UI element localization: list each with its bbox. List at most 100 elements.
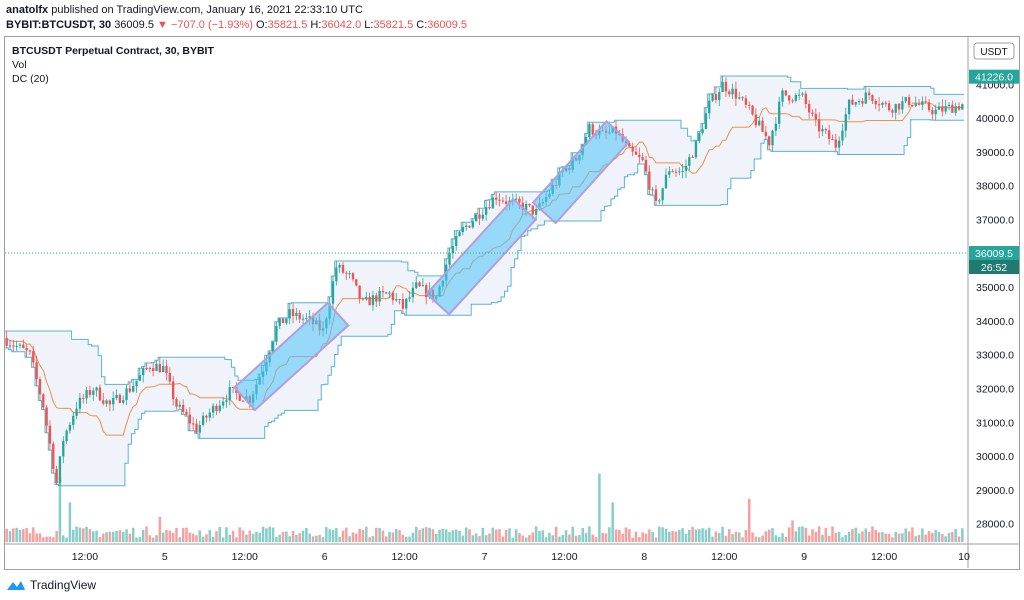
candle [112,391,115,411]
candle-body [8,345,12,347]
volume-bar [701,528,704,542]
candle-body [704,113,708,130]
legend-title[interactable]: BTCUSDT Perpetual Contract, 30, BYBIT [12,45,214,57]
volume-bar [761,535,764,542]
candle-body [355,279,358,286]
candle-body [485,207,488,215]
candle [788,94,791,105]
volume-bar [851,529,854,542]
volume-bar [12,528,15,542]
candle-body [78,397,82,409]
candle [125,384,128,406]
candle-body [448,253,451,265]
candle [185,408,188,417]
candle [837,136,841,155]
candle [691,154,694,158]
highlight-box[interactable] [233,301,350,412]
volume-bar [954,528,957,542]
candle-body [714,94,718,100]
volume-bar [185,527,188,542]
volume-bar [288,536,291,542]
legend-dc[interactable]: DC (20) [12,73,49,85]
volume-bar [767,529,771,542]
candle [191,416,195,431]
time-tick-label: 12:00 [232,551,258,563]
candle-body [901,101,904,110]
candle [58,455,62,486]
volume-bar [504,529,508,542]
candle-body [205,415,208,418]
time-tick-label: 12:00 [72,551,98,563]
price-tick-label: 34000.0 [976,316,1014,328]
candle-body [954,106,957,113]
candle-body [628,143,631,147]
volume-bar [544,537,548,542]
volume-bar [5,528,8,542]
candle-body [365,297,368,300]
volume-bar [338,536,341,542]
legend-vol[interactable]: Vol [12,59,27,71]
candle [361,297,365,301]
volume-bar [348,536,351,542]
candle [798,89,801,100]
currency-label[interactable]: USDT [980,47,1007,58]
published-text: published on TradingView.com, January 16… [51,4,363,16]
candle-body [281,318,285,324]
volume-bar [385,536,388,542]
volume-bar [58,477,62,542]
candle-body [225,400,228,402]
candle-body [221,401,225,406]
candle-body [165,366,168,374]
volume-bar [814,531,818,542]
volume-bar [797,526,801,542]
candle-body [837,140,841,148]
candle [408,291,411,302]
volume-bar [491,527,495,542]
volume-bar [75,526,78,542]
highlight-box[interactable] [425,197,538,316]
author-name[interactable]: anatolfx [6,4,49,16]
candle [95,386,98,397]
price-tick-label: 38000.0 [976,181,1014,193]
candle-body [408,297,411,299]
candle-body [301,318,305,320]
volume-bar [55,531,58,542]
candle [358,285,361,304]
highlight-box[interactable] [531,119,631,225]
candle-body [35,362,38,380]
volume-bar [145,526,148,542]
candle [181,399,185,415]
candle [92,387,95,401]
currency-selector[interactable] [973,42,1015,60]
candle-body [754,114,758,126]
chart-frame[interactable] [4,36,1020,570]
candle [451,238,455,259]
volume-bar [531,532,535,542]
candle-body [92,390,95,395]
volume-bar [741,537,744,542]
volume-bar [15,527,18,542]
candle-body [478,214,481,219]
candle [108,399,112,412]
candle-body [241,400,245,402]
volume-bar [864,528,868,542]
volume-bar [228,534,232,542]
candle-body [748,104,751,106]
candle-body [871,95,874,102]
volume-bar [604,533,608,542]
volume-bar [764,531,768,542]
candle-body [634,151,638,155]
candle-body [951,104,954,113]
candle [78,393,82,414]
candle [301,314,305,325]
volume-bar [168,530,172,542]
tradingview-brand[interactable]: TradingView [30,578,97,592]
candle [178,400,181,410]
candle [894,103,897,120]
candle-body [841,130,844,141]
candle-body [674,171,678,173]
volume-bar [554,526,558,542]
volume-bar [341,530,345,542]
candle [345,270,348,281]
